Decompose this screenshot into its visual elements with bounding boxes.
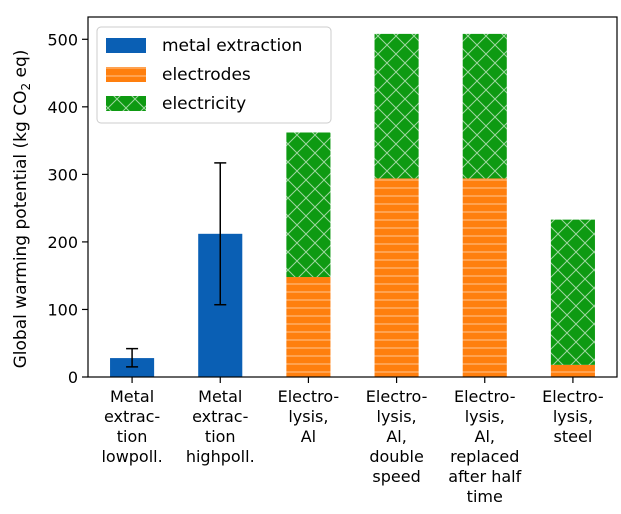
legend-swatch [106, 96, 146, 111]
legend-swatch [106, 67, 146, 82]
y-tick-label: 500 [47, 30, 78, 49]
y-tick-label: 200 [47, 233, 78, 252]
x-category-label: Metal extrac-tion highpoll. [186, 387, 255, 466]
y-axis-title: Global warming potential (kg CO2 eq) [11, 50, 33, 369]
bars [110, 33, 595, 377]
bar-electrodes [286, 277, 331, 377]
y-tick-label: 0 [68, 368, 78, 387]
bar-electricity [286, 132, 331, 278]
y-tick-label: 300 [47, 165, 78, 184]
legend-swatch [106, 38, 146, 53]
x-category-label: Electro-lysis, Al [278, 387, 340, 446]
x-category-label: Metal extrac-tion lowpoll. [101, 387, 162, 466]
x-category-label: Electro-lysis, Al, double speed [366, 387, 428, 486]
legend-box [96, 26, 332, 124]
legend-label: metal extraction [162, 36, 302, 56]
y-tick-label: 400 [47, 98, 78, 117]
bar-electricity [374, 33, 419, 179]
legend: metal extraction electrodes electricity [96, 26, 332, 124]
legend-label: electrodes [162, 65, 251, 85]
y-tick-label: 100 [47, 300, 78, 319]
y-axis-ticks: 0 100 200 300 400 500 [47, 30, 88, 387]
bar-electricity [462, 33, 507, 179]
plot-frame [87, 16, 618, 378]
bar-electrodes [550, 364, 595, 377]
x-axis-labels: Metal extrac-tion lowpoll. Metal extrac-tion… [101, 377, 604, 506]
bar-electricity [550, 219, 595, 365]
bar-electrodes [374, 178, 419, 377]
error-bars [126, 162, 227, 368]
x-category-label: Electro-lysis, Al, replaced after half time [448, 387, 521, 506]
bar-electrodes [462, 178, 507, 377]
legend-label: electricity [162, 94, 246, 114]
x-category-label: Electro-lysis, steel [542, 387, 604, 446]
